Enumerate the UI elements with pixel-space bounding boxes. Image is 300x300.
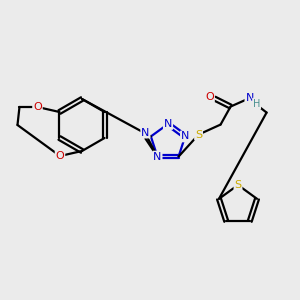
- Text: H: H: [253, 99, 260, 109]
- Text: N: N: [141, 128, 150, 138]
- Text: S: S: [234, 180, 242, 190]
- Text: N: N: [153, 152, 162, 162]
- Text: O: O: [33, 102, 42, 112]
- Text: N: N: [164, 119, 172, 129]
- Text: O: O: [205, 92, 214, 102]
- Text: S: S: [195, 130, 202, 140]
- Text: N: N: [245, 93, 254, 103]
- Text: O: O: [56, 151, 64, 161]
- Text: N: N: [181, 131, 189, 141]
